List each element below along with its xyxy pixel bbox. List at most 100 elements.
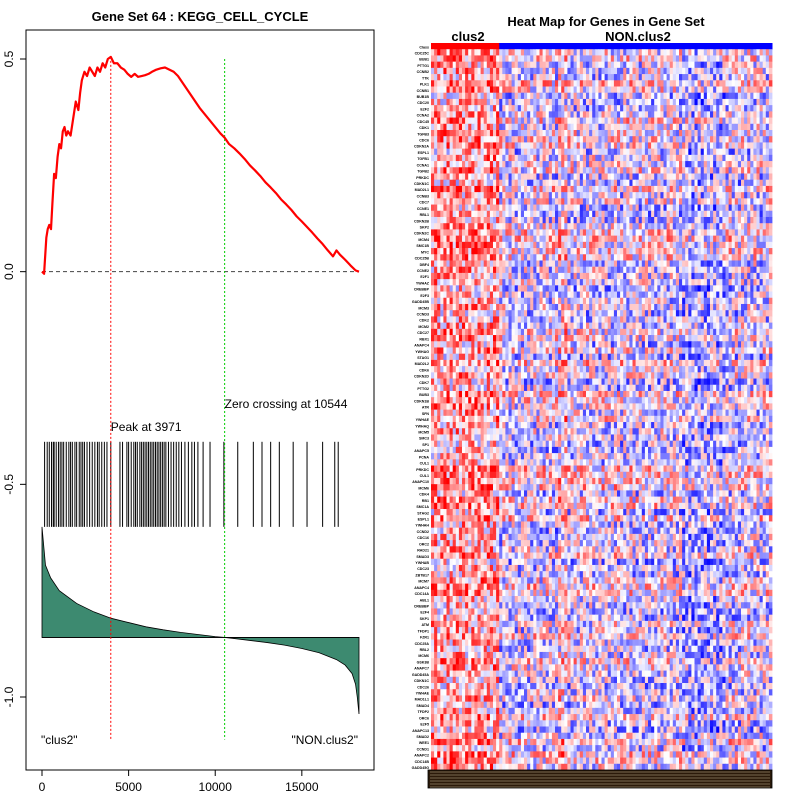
heatmap-cell	[564, 142, 568, 150]
heatmap-cell	[489, 248, 494, 255]
heatmap-cell	[734, 216, 739, 224]
heatmap-cell	[517, 105, 522, 112]
heatmap-cell	[607, 216, 612, 224]
heatmap-cell	[626, 105, 630, 112]
heatmap-cell	[520, 173, 525, 181]
heatmap-cell	[747, 123, 751, 131]
heatmap-cell	[511, 74, 516, 81]
heatmap-cell	[641, 192, 646, 199]
heatmap-cell	[744, 266, 748, 274]
heatmap-cell	[551, 98, 556, 106]
heatmap-cell	[660, 235, 664, 243]
heatmap-cell	[626, 254, 630, 261]
heatmap-cell	[573, 223, 578, 230]
heatmap-cell	[620, 154, 624, 162]
heatmap-cell	[719, 279, 723, 286]
heatmap-cell	[505, 316, 509, 324]
heatmap-cell	[477, 86, 481, 94]
heatmap-cell	[589, 136, 593, 143]
heatmap-row-label: Class	[419, 45, 429, 49]
heatmap-cell	[533, 279, 537, 286]
heatmap-cell	[697, 279, 702, 286]
heatmap-cell	[530, 260, 534, 268]
heatmap-cell	[734, 303, 739, 311]
heatmap-cell	[734, 80, 739, 87]
heatmap-cell	[657, 192, 661, 199]
heatmap-cell	[434, 98, 438, 106]
heatmap-cell	[431, 129, 435, 137]
heatmap-cell	[648, 279, 652, 286]
heatmap-cell	[694, 229, 698, 237]
heatmap-cell	[731, 223, 736, 230]
heatmap-cell	[691, 167, 695, 174]
heatmap-cell	[595, 61, 599, 69]
heatmap-cell	[722, 241, 726, 249]
heatmap-cell	[539, 223, 543, 230]
heatmap-cell	[753, 111, 757, 118]
heatmap-cell	[657, 179, 661, 187]
heatmap-cell	[734, 198, 739, 205]
heatmap-cell	[548, 279, 553, 286]
heatmap-cell	[734, 266, 739, 274]
heatmap-cell	[480, 173, 485, 181]
heatmap-cell	[694, 92, 698, 100]
heatmap-cell	[725, 80, 729, 87]
heatmap-cell	[682, 154, 686, 162]
heatmap-cell	[737, 123, 742, 131]
heatmap-cell	[558, 216, 562, 224]
heatmap-cell	[493, 260, 497, 268]
heatmap-cell	[663, 161, 667, 168]
heatmap-cell	[682, 223, 686, 230]
heatmap-cell	[462, 173, 466, 181]
heatmap-cells	[431, 43, 773, 771]
heatmap-cell	[586, 266, 590, 274]
heatmap-cell	[443, 129, 447, 137]
heatmap-cell	[641, 136, 646, 143]
heatmap-cell	[768, 229, 773, 237]
heatmap-cell	[440, 80, 444, 87]
heatmap-cell	[685, 123, 689, 131]
heatmap-cell	[595, 260, 599, 268]
heatmap-cell	[511, 248, 516, 255]
heatmap-cell	[471, 254, 475, 261]
heatmap-cell	[530, 192, 534, 199]
heatmap-cell	[654, 111, 658, 118]
heatmap-cell	[759, 192, 764, 199]
heatmap-cell	[455, 229, 460, 237]
heatmap-cell	[483, 86, 488, 94]
heatmap-cell	[728, 117, 733, 125]
heatmap-cell	[589, 154, 593, 162]
heatmap-cell	[604, 254, 609, 261]
heatmap-cell	[443, 291, 447, 299]
heatmap-cell	[694, 254, 698, 261]
heatmap-cell	[496, 61, 500, 69]
heatmap-cell	[617, 192, 621, 199]
heatmap-cell	[731, 111, 736, 118]
heatmap-cell	[635, 49, 640, 56]
heatmap-cell	[644, 61, 649, 69]
heatmap-cell	[762, 198, 767, 205]
heatmap-cell	[592, 235, 596, 243]
heatmap-cell	[595, 161, 599, 168]
heatmap-cell	[756, 266, 760, 274]
heatmap-cell	[713, 229, 717, 237]
heatmap-cell	[747, 241, 751, 249]
heatmap-row-label: TFDP1	[418, 629, 429, 633]
heatmap-cell	[437, 167, 441, 174]
heatmap-cell	[629, 80, 633, 87]
heatmap-cell	[452, 179, 457, 187]
heatmap-cell	[449, 254, 454, 261]
heatmap-cell	[598, 198, 602, 205]
heatmap-cell	[477, 92, 481, 100]
heatmap-cell	[570, 260, 574, 268]
heatmap-cell	[706, 67, 711, 75]
heatmap-cell	[697, 161, 702, 168]
heatmap-cell	[700, 254, 705, 261]
heatmap-cell	[737, 248, 742, 255]
heatmap-cell	[520, 254, 525, 261]
heatmap-cell	[533, 185, 537, 193]
heatmap-cell	[700, 185, 705, 193]
heatmap-cell	[496, 148, 500, 156]
heatmap-cell	[635, 223, 640, 230]
heatmap-cell	[654, 98, 658, 106]
